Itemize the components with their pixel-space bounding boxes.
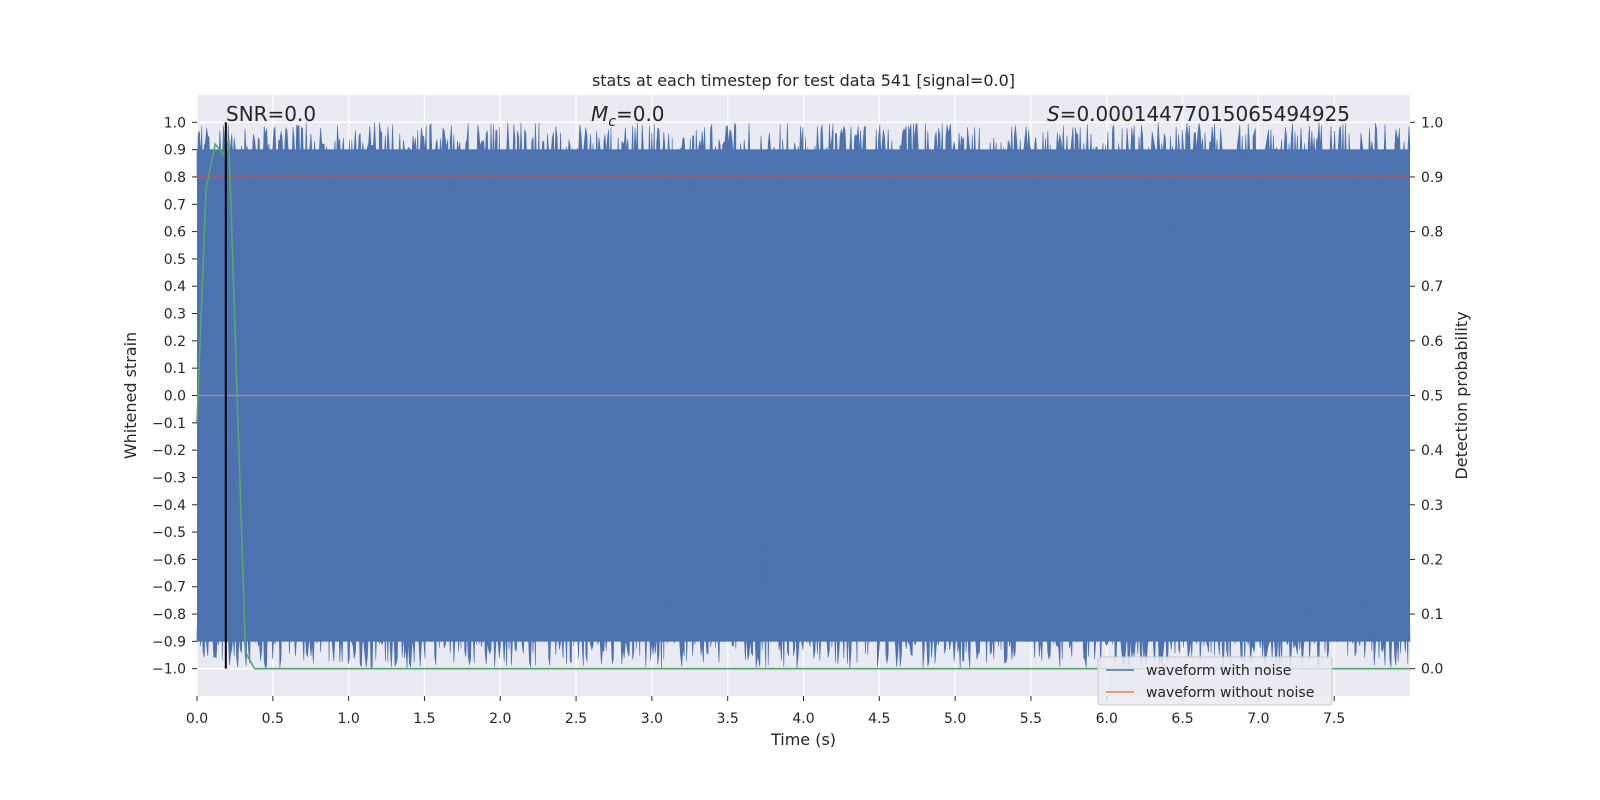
right-y-tick-label: 0.3 bbox=[1421, 498, 1443, 514]
right-y-tick-label: 0.9 bbox=[1421, 170, 1443, 186]
x-tick-label: 6.5 bbox=[1171, 711, 1193, 727]
waveform-with-noise-lower bbox=[196, 490, 1411, 669]
overlay-series bbox=[196, 122, 1410, 670]
right-y-axis-ticks: 1.0 0.9 0.8 0.7 0.6 0.5 0.4 0.3 0.2 0.1 0.0 bbox=[1410, 115, 1443, 678]
mc-value: =0.0 bbox=[616, 102, 665, 126]
x-tick-label: 7.0 bbox=[1247, 711, 1269, 727]
x-axis-label: Time (s) bbox=[770, 730, 836, 749]
x-tick-label: 7.5 bbox=[1323, 711, 1345, 727]
y-tick-label: 0.7 bbox=[164, 197, 186, 213]
x-tick-label: 1.5 bbox=[413, 711, 435, 727]
y-tick-label: −0.3 bbox=[152, 470, 186, 486]
mc-symbol: M bbox=[591, 102, 608, 126]
x-tick-label: 0.0 bbox=[186, 711, 208, 727]
legend-box bbox=[1097, 656, 1333, 706]
right-y-tick-label: 0.4 bbox=[1421, 443, 1443, 459]
y-axis-label: Whitened strain bbox=[121, 332, 140, 459]
right-y-tick-label: 0.5 bbox=[1421, 389, 1443, 405]
y-tick-label: −1.0 bbox=[152, 662, 186, 678]
snr-annotation: SNR=0.0 bbox=[226, 102, 316, 126]
y-tick-label: 0.3 bbox=[164, 307, 186, 323]
y-axis-ticks: 1.0 0.9 0.8 0.7 0.6 0.5 0.4 0.3 0.2 0.1 0.0 −0.1 −0.… bbox=[152, 115, 197, 678]
x-tick-label: 2.5 bbox=[565, 711, 587, 727]
y-tick-label: −0.8 bbox=[152, 607, 186, 623]
y-tick-label: 0.9 bbox=[164, 143, 186, 159]
x-tick-label: 2.0 bbox=[489, 711, 511, 727]
legend-entry-with-noise: waveform with noise bbox=[1146, 663, 1291, 679]
x-tick-label: 5.5 bbox=[1020, 711, 1042, 727]
y-tick-label: −0.4 bbox=[152, 498, 186, 514]
right-y-axis-label: Detection probability bbox=[1452, 311, 1471, 479]
right-y-tick-label: 0.8 bbox=[1421, 225, 1443, 241]
x-tick-label: 6.0 bbox=[1096, 711, 1118, 727]
y-tick-label: −0.5 bbox=[152, 525, 186, 541]
right-y-tick-label: 0.0 bbox=[1421, 662, 1443, 678]
right-y-tick-label: 1.0 bbox=[1421, 115, 1443, 131]
y-tick-label: 0.5 bbox=[164, 252, 186, 268]
right-y-tick-label: 0.1 bbox=[1421, 607, 1443, 623]
y-tick-label: 0.0 bbox=[164, 389, 186, 405]
x-tick-label: 3.0 bbox=[641, 711, 663, 727]
y-tick-label: 1.0 bbox=[164, 115, 186, 131]
x-tick-label: 1.0 bbox=[337, 711, 359, 727]
y-tick-label: 0.4 bbox=[164, 279, 186, 295]
y-tick-label: −0.2 bbox=[152, 443, 186, 459]
y-tick-label: −0.9 bbox=[152, 634, 186, 650]
mc-annotation: Mc=0.0 bbox=[591, 102, 665, 130]
y-tick-label: 0.8 bbox=[164, 170, 186, 186]
x-tick-label: 0.5 bbox=[262, 711, 284, 727]
y-tick-label: 0.1 bbox=[164, 361, 186, 377]
y-tick-label: 0.6 bbox=[164, 225, 186, 241]
s-annotation: S=0.00014477015065494925 bbox=[1047, 102, 1350, 126]
x-axis-ticks: 0.0 0.5 1.0 1.5 2.0 2.5 3.0 3.5 4.0 4.5 5.0 5.5 6.0 6… bbox=[186, 696, 1345, 727]
right-y-tick-label: 0.6 bbox=[1421, 334, 1443, 350]
x-tick-label: 4.5 bbox=[868, 711, 890, 727]
s-symbol: S bbox=[1047, 102, 1060, 126]
s-value: =0.00014477015065494925 bbox=[1060, 102, 1350, 126]
mc-subscript: c bbox=[608, 114, 616, 130]
right-y-tick-label: 0.2 bbox=[1421, 552, 1443, 568]
chart-title: stats at each timestep for test data 541… bbox=[592, 71, 1015, 90]
y-tick-label: −0.1 bbox=[152, 416, 186, 432]
right-y-tick-label: 0.7 bbox=[1421, 279, 1443, 295]
legend: waveform with noise waveform without noi… bbox=[1097, 656, 1333, 706]
x-tick-label: 5.0 bbox=[944, 711, 966, 727]
x-tick-label: 3.5 bbox=[717, 711, 739, 727]
y-tick-label: 0.2 bbox=[164, 334, 186, 350]
x-tick-label: 4.0 bbox=[792, 711, 814, 727]
y-tick-label: −0.6 bbox=[152, 552, 186, 568]
y-tick-label: −0.7 bbox=[152, 580, 186, 596]
legend-entry-without-noise: waveform without noise bbox=[1146, 685, 1314, 701]
waveform-with-noise-upper bbox=[196, 122, 1411, 327]
